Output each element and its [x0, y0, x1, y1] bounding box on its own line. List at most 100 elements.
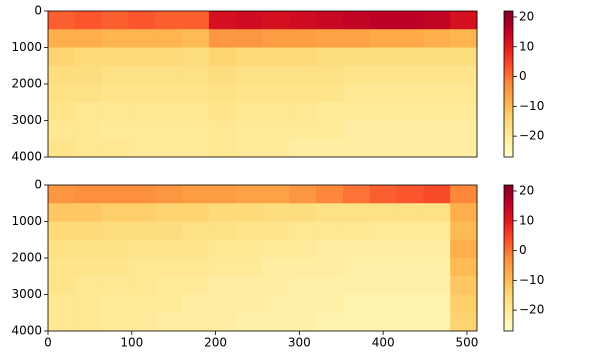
heatmap-cell: [262, 221, 290, 241]
heatmap-cell: [182, 11, 210, 30]
heatmap-cell: [235, 84, 263, 103]
heatmap-cell: [342, 11, 371, 30]
heatmap-cell: [48, 102, 76, 121]
heatmap-cell: [342, 312, 371, 332]
x-tick-label: 200: [204, 336, 227, 350]
heatmap-cell: [369, 221, 398, 241]
heatmap-cell: [369, 294, 398, 314]
heatmap-cell: [262, 120, 290, 140]
heatmap-cell: [396, 276, 424, 295]
heatmap-cell: [342, 258, 371, 277]
heatmap-cell: [423, 258, 451, 277]
y-tick-label: 1000: [11, 40, 42, 54]
heatmap-cell: [101, 47, 129, 67]
heatmap-cell: [289, 102, 317, 121]
heatmap-cell: [369, 47, 398, 67]
heatmap-cell: [74, 84, 103, 103]
y-tick-label: 2000: [11, 77, 42, 91]
heatmap-cell: [155, 239, 183, 259]
heatmap-cell: [262, 258, 290, 277]
heatmap-cell: [48, 221, 76, 241]
heatmap-cell: [262, 294, 290, 314]
colorbar-tick-label: 0: [519, 243, 527, 257]
heatmap-cell: [208, 185, 237, 204]
heatmap-cell: [235, 11, 263, 30]
heatmap-cell: [128, 84, 156, 103]
heatmap-cell: [48, 29, 76, 48]
y-tick-label: 0: [34, 4, 42, 18]
heatmap-cell: [423, 221, 451, 241]
heatmap-cell: [342, 239, 371, 259]
heatmap-cell: [262, 11, 290, 30]
heatmap-cell: [342, 120, 371, 140]
heatmap-cell: [423, 102, 451, 121]
heatmap-cell: [450, 203, 478, 222]
heatmap-cell: [369, 203, 398, 222]
heatmap-cell: [155, 102, 183, 121]
heatmap-cell: [182, 276, 210, 295]
heatmap-cell: [74, 120, 103, 140]
heatmap-cell: [182, 312, 210, 332]
heatmap-cell: [316, 312, 344, 332]
heatmap-cell: [262, 29, 290, 48]
heatmap-cell: [74, 102, 103, 121]
heatmap-cell: [74, 239, 103, 259]
heatmap-cell: [182, 29, 210, 48]
heatmap-cell: [74, 294, 103, 314]
heatmap-cell: [450, 221, 478, 241]
heatmap-cell: [101, 84, 129, 103]
heatmap-cell: [316, 239, 344, 259]
heatmap-cell: [101, 29, 129, 48]
heatmap-cell: [342, 29, 371, 48]
heatmap-cell: [289, 138, 317, 158]
heatmap-cell: [128, 120, 156, 140]
heatmap-cell: [235, 294, 263, 314]
heatmap-cell: [48, 276, 76, 295]
heatmap-cell: [342, 47, 371, 67]
heatmap-cell: [369, 65, 398, 85]
heatmap-cell: [262, 203, 290, 222]
heatmap-cell: [182, 239, 210, 259]
heatmap-cell: [316, 276, 344, 295]
heatmap-cell: [396, 102, 424, 121]
x-tick-label: 500: [455, 336, 478, 350]
heatmap-cell: [396, 47, 424, 67]
heatmap-cell: [74, 47, 103, 67]
heatmap-cell: [450, 84, 478, 103]
heatmap-cell: [155, 203, 183, 222]
heatmap-cell: [48, 294, 76, 314]
heatmap-cell: [316, 138, 344, 158]
heatmap-cell: [128, 258, 156, 277]
heatmap-cell: [182, 65, 210, 85]
heatmap-cell: [235, 29, 263, 48]
heatmap-cell: [369, 258, 398, 277]
heatmap-cell: [155, 84, 183, 103]
heatmap-cell: [182, 138, 210, 158]
heatmap-cell: [155, 138, 183, 158]
heatmap-cell: [155, 294, 183, 314]
heatmap-cell: [235, 258, 263, 277]
y-tick-label: 0: [34, 178, 42, 192]
heatmap-cell: [396, 65, 424, 85]
heatmap-cell: [101, 120, 129, 140]
colorbar-tick-label: 10: [519, 39, 534, 53]
heatmap-cell: [396, 203, 424, 222]
heatmap-cell: [48, 239, 76, 259]
heatmap-cell: [423, 84, 451, 103]
heatmap-cell: [182, 258, 210, 277]
heatmap-cell: [289, 276, 317, 295]
heatmap-cell: [396, 185, 424, 204]
heatmap-cell: [74, 185, 103, 204]
heatmap-cell: [155, 258, 183, 277]
heatmap-cell: [182, 203, 210, 222]
heatmap-cell: [396, 239, 424, 259]
heatmap-cell: [289, 65, 317, 85]
heatmap-cell: [450, 29, 478, 48]
heatmap-cell: [128, 11, 156, 30]
heatmap-cell: [101, 138, 129, 158]
heatmap-cell: [101, 239, 129, 259]
heatmap-cell: [182, 221, 210, 241]
heatmap-cell: [316, 11, 344, 30]
heatmap-cell: [316, 102, 344, 121]
